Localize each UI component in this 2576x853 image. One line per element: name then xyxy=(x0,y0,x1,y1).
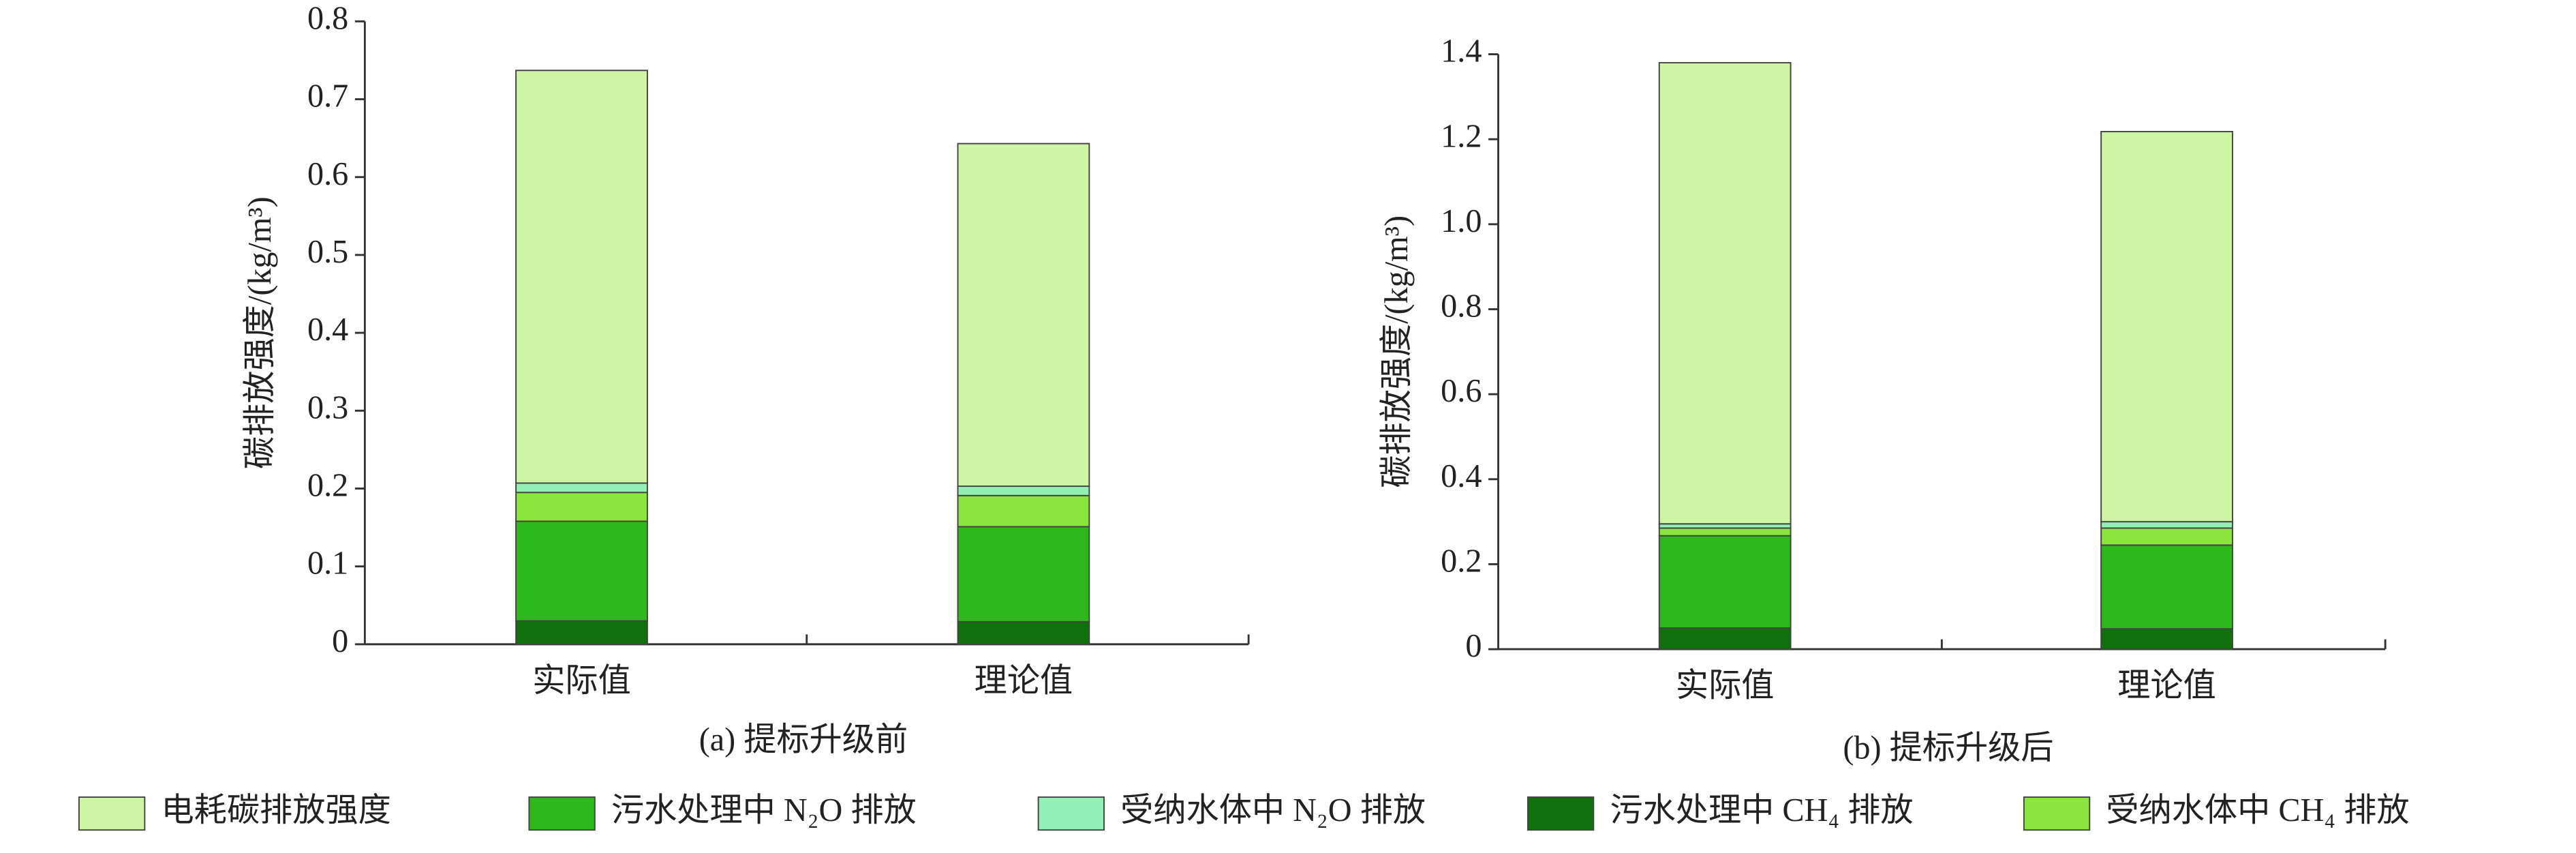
y-tick-label: 0.6 xyxy=(307,156,348,192)
bar-segment xyxy=(2100,628,2233,650)
legend-swatch xyxy=(2023,796,2091,831)
bar-segment xyxy=(515,620,648,645)
legend-swatch xyxy=(528,796,596,831)
y-tick-label: 0.5 xyxy=(307,234,348,270)
x-axis-label: (b) 提标升级后 xyxy=(1843,730,2053,766)
bar-segment xyxy=(2100,527,2233,546)
y-axis-label: 碳排放强度/(kg/m³) xyxy=(1379,215,1415,488)
bar-segment xyxy=(515,70,648,484)
y-tick-label: 0.7 xyxy=(307,78,348,115)
y-tick-label: 1.4 xyxy=(1441,33,1482,70)
bar-segment xyxy=(957,526,1090,623)
y-tick-label: 1.2 xyxy=(1441,118,1482,154)
legend-swatch xyxy=(78,796,146,831)
legend-label: 受纳水体中 CH₄ 排放 xyxy=(2106,792,2409,828)
y-tick-label: 1.0 xyxy=(1441,203,1482,239)
x-tick-label: 理论值 xyxy=(2117,668,2216,704)
x-tick-label: 实际值 xyxy=(532,663,631,699)
y-tick-label: 0 xyxy=(1465,628,1482,664)
legend-label: 受纳水体中 N₂O 排放 xyxy=(1120,792,1426,828)
bar-segment xyxy=(515,520,648,622)
x-tick-label: 实际值 xyxy=(1676,668,1775,704)
bar-segment xyxy=(1658,627,1792,650)
bar-segment xyxy=(2100,131,2233,523)
y-tick-label: 0.4 xyxy=(307,312,348,348)
x-axis-label: (a) 提标升级前 xyxy=(699,722,908,758)
bar-segment xyxy=(2100,544,2233,630)
bar-segment xyxy=(957,143,1090,488)
y-tick-label: 0.4 xyxy=(1441,458,1482,494)
y-tick-label: 0.2 xyxy=(307,468,348,504)
y-tick-label: 0.1 xyxy=(307,545,348,582)
legend-swatch xyxy=(1037,796,1105,831)
y-axis-label: 碳排放强度/(kg/m³) xyxy=(242,196,278,469)
y-tick-label: 0.8 xyxy=(1441,288,1482,325)
bar-segment xyxy=(1658,535,1792,629)
bar-segment xyxy=(1658,62,1792,525)
bar-segment xyxy=(957,620,1090,645)
legend-label: 污水处理中 CH₄ 排放 xyxy=(1610,792,1913,828)
y-tick-label: 0.6 xyxy=(1441,373,1482,409)
bar-segment xyxy=(1658,527,1792,537)
bar-segment xyxy=(515,492,648,522)
x-tick-label: 理论值 xyxy=(975,663,1073,699)
y-tick-label: 0.8 xyxy=(307,0,348,36)
y-tick-label: 0.2 xyxy=(1441,543,1482,580)
y-tick-label: 0.3 xyxy=(307,389,348,425)
bar-segment xyxy=(957,494,1090,528)
bar-segment xyxy=(2100,521,2233,529)
legend-swatch xyxy=(1527,796,1595,831)
bar-segment xyxy=(957,485,1090,496)
bar-segment xyxy=(515,482,648,494)
y-tick-label: 0 xyxy=(332,623,348,659)
legend-label: 污水处理中 N₂O 排放 xyxy=(611,792,917,828)
legend-label: 电耗碳排放强度 xyxy=(161,792,390,828)
